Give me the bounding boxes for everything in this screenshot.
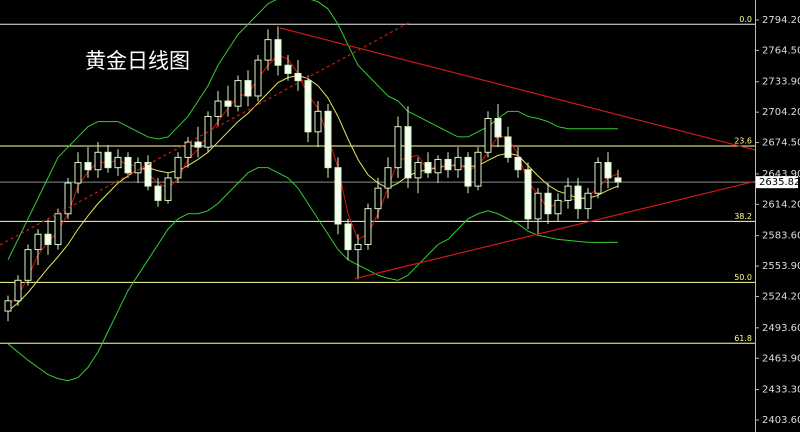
- candle-body: [434, 158, 442, 174]
- indicator-line: [7, 0, 618, 261]
- candle-body: [114, 156, 122, 169]
- candle-body: [324, 110, 332, 169]
- candle-body: [544, 192, 552, 215]
- candle-body: [294, 72, 302, 82]
- candle-body: [24, 249, 32, 281]
- candle-body: [154, 185, 162, 201]
- candle-body: [134, 162, 142, 174]
- candle-body: [584, 192, 592, 210]
- candle-body: [34, 233, 42, 251]
- candle-body: [454, 156, 462, 171]
- candle-body: [174, 156, 182, 179]
- indicator-line: [7, 74, 619, 312]
- chart-title: 黄金日线图: [85, 49, 190, 73]
- candle-body: [14, 279, 22, 302]
- candle-body: [524, 169, 532, 220]
- candle-body: [494, 117, 502, 138]
- fib-level-label: 61.8: [734, 334, 752, 343]
- candle-body: [404, 126, 412, 179]
- candle-body: [374, 187, 382, 210]
- plot-area: [0, 0, 755, 382]
- y-tick-label: 2674.50: [762, 138, 800, 149]
- candle-body: [284, 64, 292, 74]
- fib-level-label: 0.0: [739, 15, 752, 24]
- candle-body: [304, 80, 312, 133]
- candle-body: [574, 185, 582, 210]
- candle-body: [364, 208, 372, 245]
- candle-body: [54, 213, 62, 245]
- y-tick-label: 2493.60: [762, 323, 800, 334]
- y-tick-label: 2403.60: [762, 415, 800, 426]
- candle-body: [334, 167, 342, 225]
- y-tick-label: 2643.90: [762, 169, 800, 180]
- candle-body: [444, 158, 452, 171]
- y-tick-label: 2794.20: [762, 15, 800, 26]
- candle-body: [384, 167, 392, 189]
- last-price-label: 2635.82: [759, 177, 800, 188]
- candle-body: [274, 39, 282, 66]
- candle-body: [104, 151, 112, 169]
- candle-body: [184, 141, 192, 158]
- candle-body: [614, 177, 622, 183]
- y-tick-label: 2704.20: [762, 107, 800, 118]
- candle-body: [424, 162, 432, 174]
- y-tick-label: 2433.30: [762, 385, 800, 396]
- price-axis: 2794.20 2764.50 2733.90 2704.20 2674.50 2643.…: [734, 15, 800, 426]
- fib-level-label: 23.6: [734, 137, 752, 146]
- trend-line: [279, 27, 755, 151]
- candle-body: [254, 59, 262, 97]
- candle-body: [314, 110, 322, 133]
- candle-body: [394, 126, 402, 169]
- candle-body: [264, 39, 272, 61]
- y-tick-label: 2733.90: [762, 77, 800, 88]
- candle-body: [144, 162, 152, 187]
- candle-body: [244, 80, 252, 97]
- fib-level-label: 50.0: [734, 273, 752, 282]
- y-tick-label: 2463.90: [762, 353, 800, 364]
- y-tick-label: 2764.50: [762, 45, 800, 56]
- candle-body: [484, 117, 492, 153]
- candle-body: [84, 162, 92, 171]
- y-tick-label: 2553.90: [762, 261, 800, 272]
- candle-body: [234, 80, 242, 107]
- candle-body: [514, 156, 522, 171]
- candle-body: [344, 223, 352, 251]
- candle-body: [224, 100, 232, 107]
- candle-body: [214, 100, 222, 117]
- fib-level-label: 38.2: [734, 212, 752, 221]
- candle-body: [194, 141, 202, 148]
- candle-body: [4, 300, 12, 312]
- candle-body: [164, 177, 172, 201]
- candle-body: [604, 162, 612, 179]
- candle-body: [534, 192, 542, 220]
- candle-body: [354, 243, 362, 251]
- y-tick-label: 2614.20: [762, 199, 800, 210]
- candle-body: [564, 185, 572, 201]
- y-tick-label: 2583.60: [762, 231, 800, 242]
- last-price-box: [756, 176, 798, 189]
- candle-body: [74, 162, 82, 184]
- candle-body: [464, 156, 472, 187]
- candle-body: [124, 156, 132, 174]
- candle-body: [94, 151, 102, 171]
- trend-line: [354, 180, 755, 280]
- candle-body: [64, 182, 72, 215]
- indicator-line: [7, 167, 618, 382]
- candle-body: [554, 199, 562, 215]
- candle-body: [504, 136, 512, 158]
- y-tick-label: 2524.20: [762, 292, 800, 303]
- candle-body: [44, 233, 52, 245]
- candle-body: [414, 162, 422, 179]
- candle-body: [474, 151, 482, 187]
- candle-body: [594, 162, 602, 194]
